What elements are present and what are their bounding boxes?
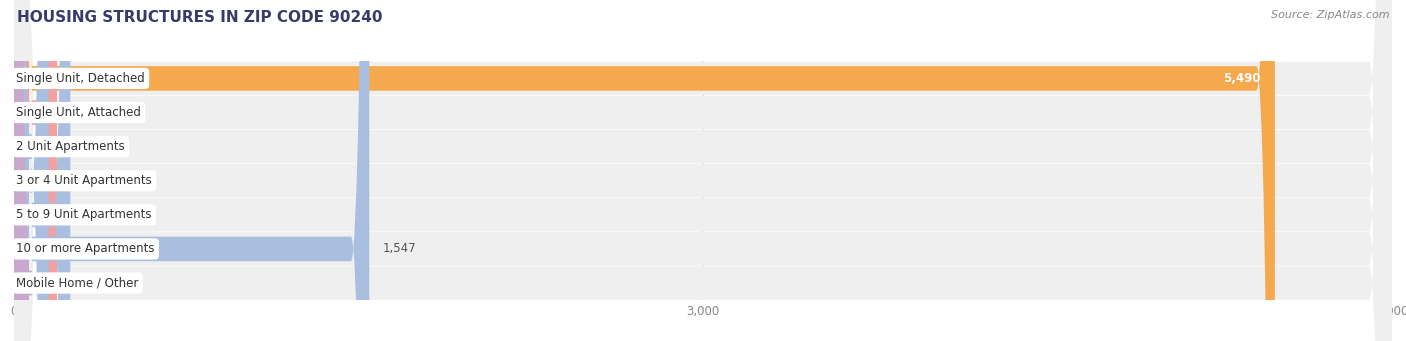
Text: 33: 33 (35, 140, 51, 153)
Text: Single Unit, Attached: Single Unit, Attached (17, 106, 141, 119)
FancyBboxPatch shape (14, 0, 1392, 341)
FancyBboxPatch shape (14, 0, 70, 341)
Text: 10 or more Apartments: 10 or more Apartments (17, 242, 155, 255)
Text: 187: 187 (70, 106, 93, 119)
Text: 3 or 4 Unit Apartments: 3 or 4 Unit Apartments (17, 174, 152, 187)
Text: 32: 32 (35, 277, 51, 290)
FancyBboxPatch shape (14, 0, 1392, 341)
FancyBboxPatch shape (14, 0, 370, 341)
Text: Source: ZipAtlas.com: Source: ZipAtlas.com (1271, 10, 1389, 20)
FancyBboxPatch shape (3, 0, 32, 341)
FancyBboxPatch shape (14, 0, 58, 341)
FancyBboxPatch shape (14, 0, 49, 341)
FancyBboxPatch shape (14, 0, 1392, 341)
Text: Mobile Home / Other: Mobile Home / Other (17, 277, 139, 290)
FancyBboxPatch shape (14, 0, 1392, 341)
FancyBboxPatch shape (3, 0, 32, 341)
Text: Single Unit, Detached: Single Unit, Detached (17, 72, 145, 85)
FancyBboxPatch shape (14, 0, 1392, 341)
Text: 245: 245 (84, 208, 107, 221)
Text: 5 to 9 Unit Apartments: 5 to 9 Unit Apartments (17, 208, 152, 221)
Text: HOUSING STRUCTURES IN ZIP CODE 90240: HOUSING STRUCTURES IN ZIP CODE 90240 (17, 10, 382, 25)
FancyBboxPatch shape (14, 0, 1392, 341)
Text: 5,490: 5,490 (1223, 72, 1261, 85)
Text: 2 Unit Apartments: 2 Unit Apartments (17, 140, 125, 153)
Text: 1,547: 1,547 (382, 242, 416, 255)
FancyBboxPatch shape (14, 0, 1392, 341)
FancyBboxPatch shape (14, 0, 1275, 341)
Text: 151: 151 (62, 174, 84, 187)
